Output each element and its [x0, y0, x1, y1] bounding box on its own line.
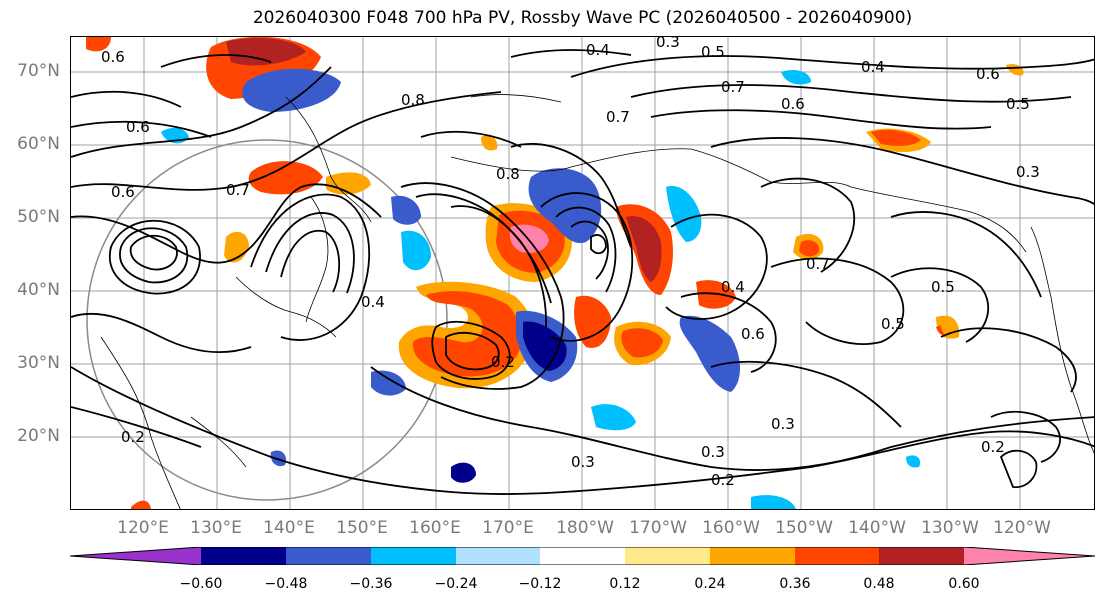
contour-label: 0.6: [976, 65, 1000, 83]
colorbar-tick: 0.60: [948, 576, 980, 592]
contour-label: 0.5: [1006, 95, 1030, 113]
contour-label: 0.5: [931, 278, 955, 296]
colorbar-swatch: [879, 547, 965, 565]
colorbar-swatch: [286, 547, 372, 565]
lon-label: 170°W: [629, 518, 687, 538]
colorbar-swatch: [371, 547, 457, 565]
contour-label: 0.7: [606, 108, 630, 126]
lon-label: 160°W: [702, 518, 760, 538]
contour-label: 0.4: [361, 293, 385, 311]
map-title: 2026040300 F048 700 hPa PV, Rossby Wave …: [252, 8, 913, 28]
pv-anomaly-shading: [86, 37, 1024, 509]
lat-label: 70°N: [17, 61, 60, 81]
contour-label: 0.7: [806, 255, 830, 273]
pv-contours: [71, 49, 1094, 495]
contour-label: 0.2: [121, 428, 145, 446]
lon-label: 160°E: [409, 518, 461, 538]
lat-label: 60°N: [17, 134, 60, 154]
contour-label: 0.2: [491, 353, 515, 371]
colorbar-tick: 0.12: [609, 576, 641, 592]
lon-label: 120°W: [993, 518, 1051, 538]
map-panel: 0.6 0.6 0.3 0.4 0.5 0.7 0.6 0.8 0.7 0.6 …: [70, 36, 1095, 510]
colorbar-tick: −0.36: [349, 576, 393, 592]
contour-label: 0.6: [741, 325, 765, 343]
contour-label: 0.4: [721, 278, 745, 296]
lon-label: 140°E: [263, 518, 315, 538]
lon-label: 130°E: [190, 518, 242, 538]
colorbar-tick: −0.24: [434, 576, 478, 592]
contour-label: 0.6: [126, 118, 150, 136]
lat-label: 50°N: [17, 207, 60, 227]
contour-label: 0.8: [496, 165, 520, 183]
colorbar-swatch: [540, 547, 626, 565]
colorbar-max-extension: [964, 547, 1095, 565]
contour-label: 0.2: [981, 438, 1005, 456]
contour-label: 0.6: [101, 48, 125, 66]
contour-label-group: 0.6 0.6 0.3 0.4 0.5 0.7 0.6 0.8 0.7 0.6 …: [101, 37, 1040, 489]
colorbar-swatch: [201, 547, 287, 565]
colorbar-tick: −0.60: [179, 576, 223, 592]
contour-label: 0.3: [656, 37, 680, 51]
map-canvas: 0.6 0.6 0.3 0.4 0.5 0.7 0.6 0.8 0.7 0.6 …: [71, 37, 1094, 509]
contour-label: 0.3: [771, 415, 795, 433]
contour-label: 0.8: [401, 91, 425, 109]
contour-label: 0.6: [111, 183, 135, 201]
colorbar-swatch: [625, 547, 711, 565]
reference-circle: [86, 139, 448, 501]
lon-label: 180°W: [556, 518, 614, 538]
colorbar-swatch: [795, 547, 880, 565]
contour-label: 0.5: [701, 43, 725, 61]
lon-label: 170°E: [482, 518, 534, 538]
colorbar-tick: 0.48: [863, 576, 895, 592]
colorbar-tick: −0.12: [518, 576, 562, 592]
lat-label: 20°N: [17, 426, 60, 446]
contour-label: 0.6: [781, 95, 805, 113]
lat-label: 40°N: [17, 280, 60, 300]
lat-label: 30°N: [17, 353, 60, 373]
contour-label: 0.5: [881, 315, 905, 333]
colorbar-tick: 0.24: [694, 576, 726, 592]
contour-label: 0.7: [721, 78, 745, 96]
lon-label: 150°W: [775, 518, 833, 538]
colorbar-tick: 0.36: [779, 576, 811, 592]
contour-label: 0.4: [861, 58, 885, 76]
colorbar: [70, 547, 1095, 565]
colorbar-min-extension: [70, 547, 201, 565]
coastlines: [100, 94, 1094, 509]
lon-label: 120°E: [117, 518, 169, 538]
contour-label: 0.3: [571, 453, 595, 471]
contour-label: 0.2: [711, 471, 735, 489]
lon-label: 150°E: [336, 518, 388, 538]
contour-label: 0.3: [1016, 163, 1040, 181]
lon-label: 140°W: [848, 518, 906, 538]
colorbar-tick: −0.48: [264, 576, 308, 592]
colorbar-swatch: [710, 547, 796, 565]
contour-label: 0.7: [226, 181, 250, 199]
contour-label: 0.3: [701, 443, 725, 461]
lon-label: 130°W: [921, 518, 979, 538]
colorbar-swatch: [456, 547, 541, 565]
contour-label: 0.4: [586, 41, 610, 59]
